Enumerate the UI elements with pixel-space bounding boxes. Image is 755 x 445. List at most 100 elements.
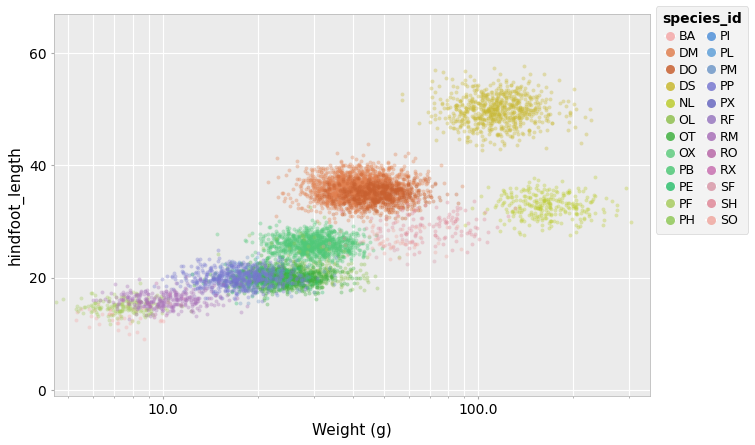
Point (464, 98, 476, 105)
Point (570, 209, 582, 216)
Point (530, 198, 542, 205)
Point (279, 238, 291, 245)
Point (224, 279, 236, 286)
Point (342, 198, 354, 205)
Point (306, 270, 318, 277)
Point (358, 225, 370, 232)
Point (329, 203, 341, 210)
Point (353, 188, 365, 195)
Point (418, 190, 430, 197)
Point (374, 198, 387, 205)
Point (393, 180, 405, 187)
Point (212, 277, 224, 284)
Point (332, 248, 344, 255)
Point (372, 176, 384, 183)
Point (288, 280, 300, 287)
Point (278, 282, 290, 289)
Point (238, 284, 250, 291)
Point (277, 283, 289, 290)
Point (345, 187, 357, 194)
Point (294, 284, 307, 291)
Point (248, 268, 260, 275)
Point (301, 170, 313, 177)
Point (450, 101, 462, 109)
Point (111, 315, 123, 322)
Point (281, 282, 293, 289)
Point (328, 214, 340, 221)
Point (293, 247, 305, 254)
Point (365, 200, 378, 207)
Point (477, 136, 489, 143)
Point (245, 262, 257, 269)
Point (294, 272, 306, 279)
Point (316, 196, 328, 203)
Point (353, 165, 365, 172)
Point (328, 179, 341, 186)
Point (347, 189, 359, 196)
Point (477, 93, 489, 101)
Point (389, 239, 401, 246)
Point (264, 258, 276, 265)
Point (316, 252, 328, 259)
Point (356, 191, 368, 198)
Point (277, 252, 289, 259)
Point (315, 232, 327, 239)
Point (292, 245, 304, 252)
Point (498, 102, 510, 109)
Point (451, 95, 463, 102)
Point (506, 108, 518, 115)
Point (277, 267, 289, 274)
Point (108, 302, 120, 309)
Point (300, 237, 313, 244)
Point (130, 301, 142, 308)
Point (283, 248, 295, 255)
Point (318, 253, 330, 260)
Point (390, 233, 402, 240)
Point (358, 181, 370, 188)
Point (352, 186, 364, 193)
Point (461, 115, 473, 122)
Point (261, 277, 273, 284)
Point (296, 179, 308, 186)
Point (306, 238, 318, 245)
Point (254, 287, 267, 295)
Point (336, 198, 348, 206)
Point (323, 231, 335, 239)
Point (336, 210, 348, 217)
Point (340, 195, 352, 202)
Point (374, 175, 386, 182)
Point (316, 202, 328, 209)
Point (449, 102, 461, 109)
Point (276, 268, 288, 275)
Point (362, 188, 374, 195)
Point (249, 277, 261, 284)
Point (350, 181, 362, 188)
Point (321, 247, 333, 254)
Point (45, 295, 57, 302)
Point (300, 273, 313, 280)
Point (321, 236, 333, 243)
Point (206, 283, 218, 291)
Point (353, 250, 365, 257)
Point (399, 192, 411, 199)
Point (544, 111, 556, 118)
Point (501, 194, 513, 201)
Point (155, 304, 167, 311)
Point (443, 211, 455, 218)
Point (376, 189, 388, 196)
Point (268, 273, 280, 280)
Point (433, 194, 445, 201)
Point (349, 232, 361, 239)
Point (331, 166, 343, 173)
Point (272, 247, 284, 255)
Point (492, 94, 504, 101)
Point (274, 274, 286, 281)
Point (482, 183, 495, 190)
Point (315, 184, 327, 191)
Point (322, 228, 334, 235)
Point (482, 229, 495, 236)
Point (364, 191, 376, 198)
Point (356, 240, 368, 247)
Point (311, 194, 323, 202)
Point (128, 308, 140, 315)
